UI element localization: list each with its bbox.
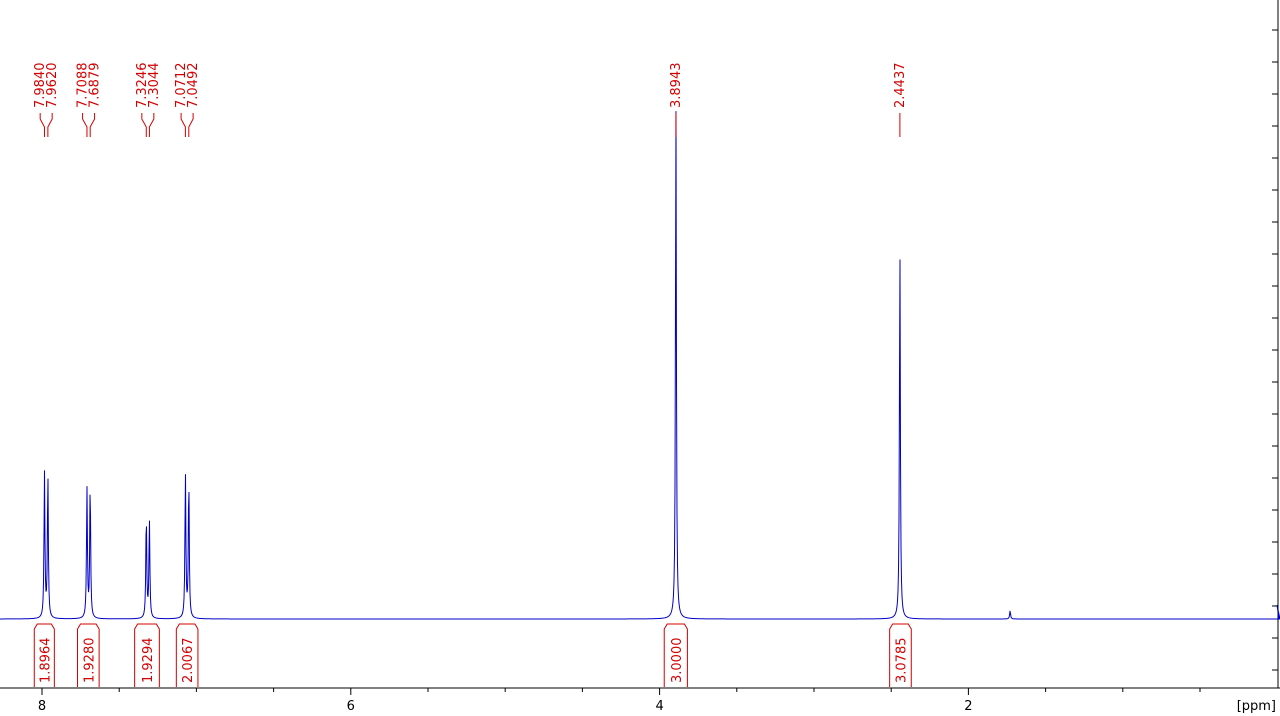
peak-label-connector [82, 113, 88, 137]
x-tick-label: 4 [655, 699, 663, 714]
peak-label: 7.7088 [76, 63, 91, 109]
peak-label-connector [188, 113, 194, 137]
peak-label-connector [39, 113, 45, 137]
x-axis-unit-label: [ppm] [1237, 699, 1276, 714]
integral-region-group: 1.8964 1.9280 1.9294 2.0067 3.0000 3.0785 [33, 623, 912, 687]
peak-label-connector [141, 113, 147, 137]
integral-bracket [77, 623, 100, 687]
integral-value-label: 3.0000 [670, 638, 685, 684]
integral-value-label: 1.8964 [38, 638, 53, 684]
peak-label: 7.0492 [186, 63, 201, 109]
integral-value-label: 3.0785 [894, 638, 909, 684]
peak-label: 7.6879 [88, 63, 103, 109]
integral-bracket [33, 623, 55, 687]
integral-bracket [134, 623, 160, 687]
x-tick-label: 6 [347, 699, 355, 714]
integral-bracket [175, 623, 199, 687]
integral-bracket [889, 623, 912, 687]
peak-label: 7.9620 [45, 63, 60, 109]
integral-value-label: 2.0067 [181, 638, 196, 684]
peak-label: 7.9840 [33, 63, 48, 109]
x-axis-ticks: 8 6 4 2 [38, 688, 1201, 714]
integral-bracket [663, 623, 688, 687]
x-tick-label: 8 [38, 699, 46, 714]
integral-value-label: 1.9280 [82, 638, 97, 684]
peak-label-connector [89, 113, 96, 137]
peak-label-connector [180, 113, 186, 137]
peak-label-connector [47, 113, 53, 137]
x-tick-label: 2 [964, 699, 972, 714]
peak-label-connector [148, 113, 155, 137]
peak-label: 7.3246 [135, 63, 150, 109]
peak-label: 2.4437 [893, 63, 908, 109]
right-edge-tick-marks [1272, 0, 1279, 688]
spectrum-trace [0, 111, 1280, 620]
peak-label: 3.8943 [669, 63, 684, 109]
integral-value-label: 1.9294 [141, 638, 156, 684]
peak-label: 7.0712 [174, 63, 189, 109]
peak-label: 7.3044 [147, 63, 162, 109]
